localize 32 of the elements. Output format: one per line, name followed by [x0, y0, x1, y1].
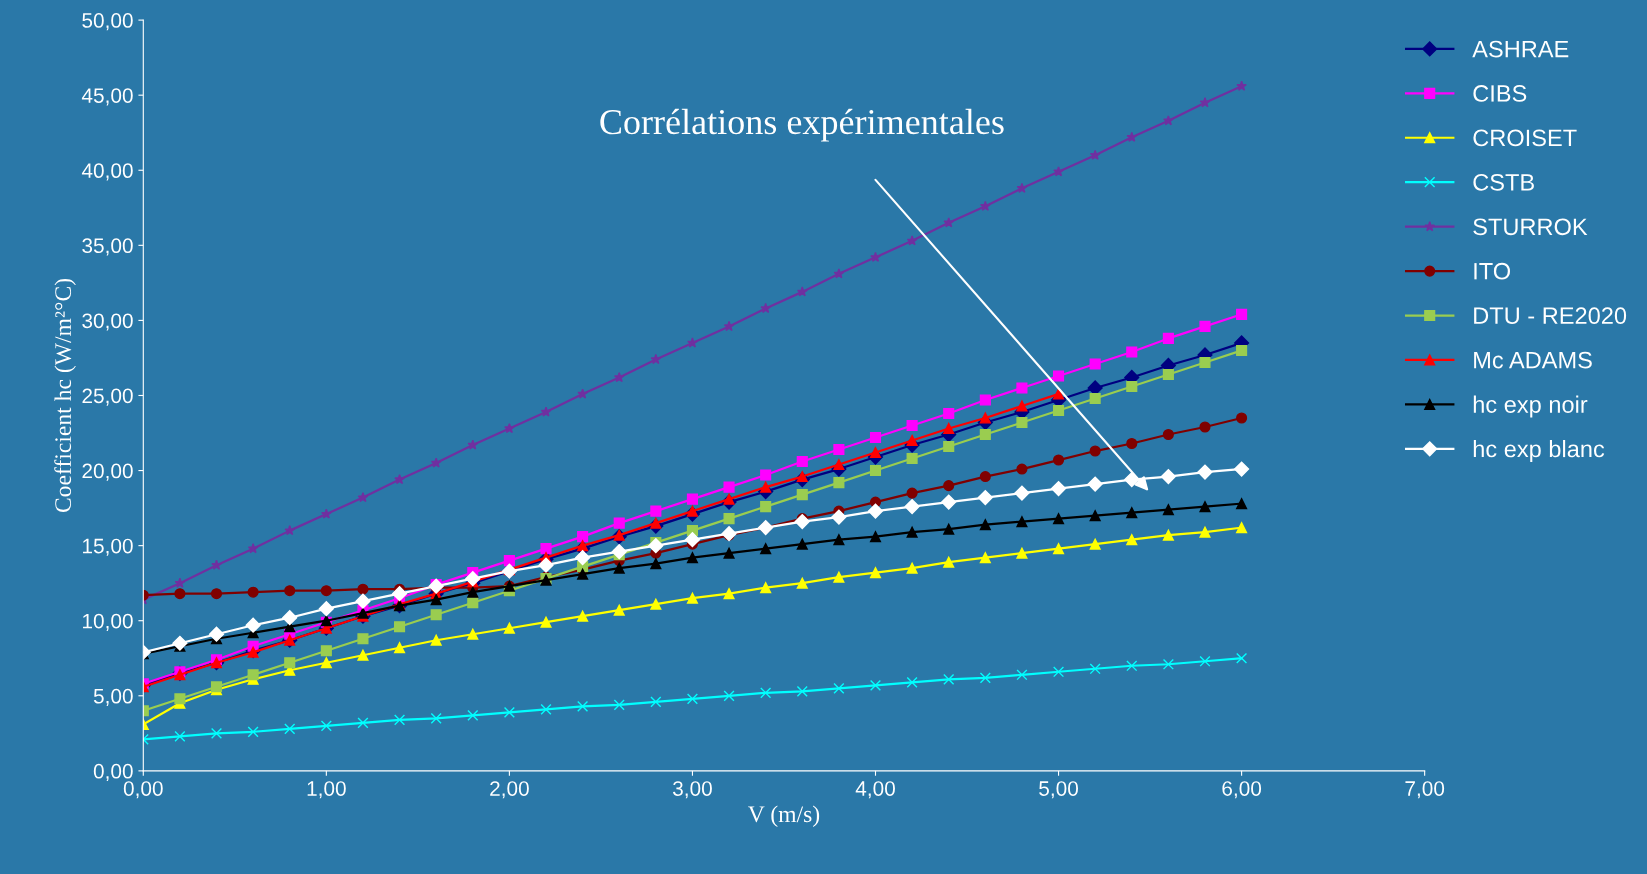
legend-label: Mc ADAMS [1474, 351, 1592, 369]
legend-label: STURROK [1473, 218, 1588, 236]
legend-label: CSTB [1473, 173, 1534, 191]
y-tick-label: 50,00 [82, 13, 133, 31]
y-axis-title: Coefficient hc (W/m²°C) [54, 278, 76, 513]
y-tick-label: 20,00 [82, 463, 133, 481]
y-tick-label: 40,00 [81, 163, 133, 181]
y-tick-label: 25,00 [82, 388, 133, 406]
legend-label: hc exp blanc [1473, 440, 1605, 463]
y-tick-label: 0,00 [93, 763, 133, 782]
legend-label: CROISET [1473, 129, 1577, 147]
y-tick-label: 5,00 [93, 688, 133, 707]
x-tick-label: 7,00 [1405, 781, 1445, 799]
x-tick-label: 1,00 [307, 781, 346, 799]
y-tick-label: 35,00 [82, 238, 133, 256]
x-tick-label: 5,00 [1039, 781, 1079, 799]
y-tick-label: 30,00 [82, 313, 133, 331]
legend-label: hc exp noir [1473, 395, 1588, 418]
legend-label: DTU - RE2020 [1474, 307, 1627, 325]
x-tick-label: 0,00 [123, 781, 163, 799]
x-tick-label: 3,00 [672, 781, 712, 799]
legend-label: CIBS [1473, 85, 1527, 102]
x-axis-title: V (m/s) [748, 805, 820, 827]
y-tick-label: 10,00 [83, 613, 133, 631]
x-tick-label: 4,00 [855, 781, 895, 799]
legend-label: ASHRAE [1472, 40, 1569, 58]
legend-label: ITO [1474, 262, 1511, 280]
y-tick-label: 45,00 [81, 88, 133, 106]
y-tick-label: 15,00 [83, 538, 133, 556]
annotation: Corrélations expérimentales [600, 108, 1004, 142]
x-tick-label: 2,00 [490, 781, 529, 799]
x-tick-label: 6,00 [1222, 781, 1262, 799]
